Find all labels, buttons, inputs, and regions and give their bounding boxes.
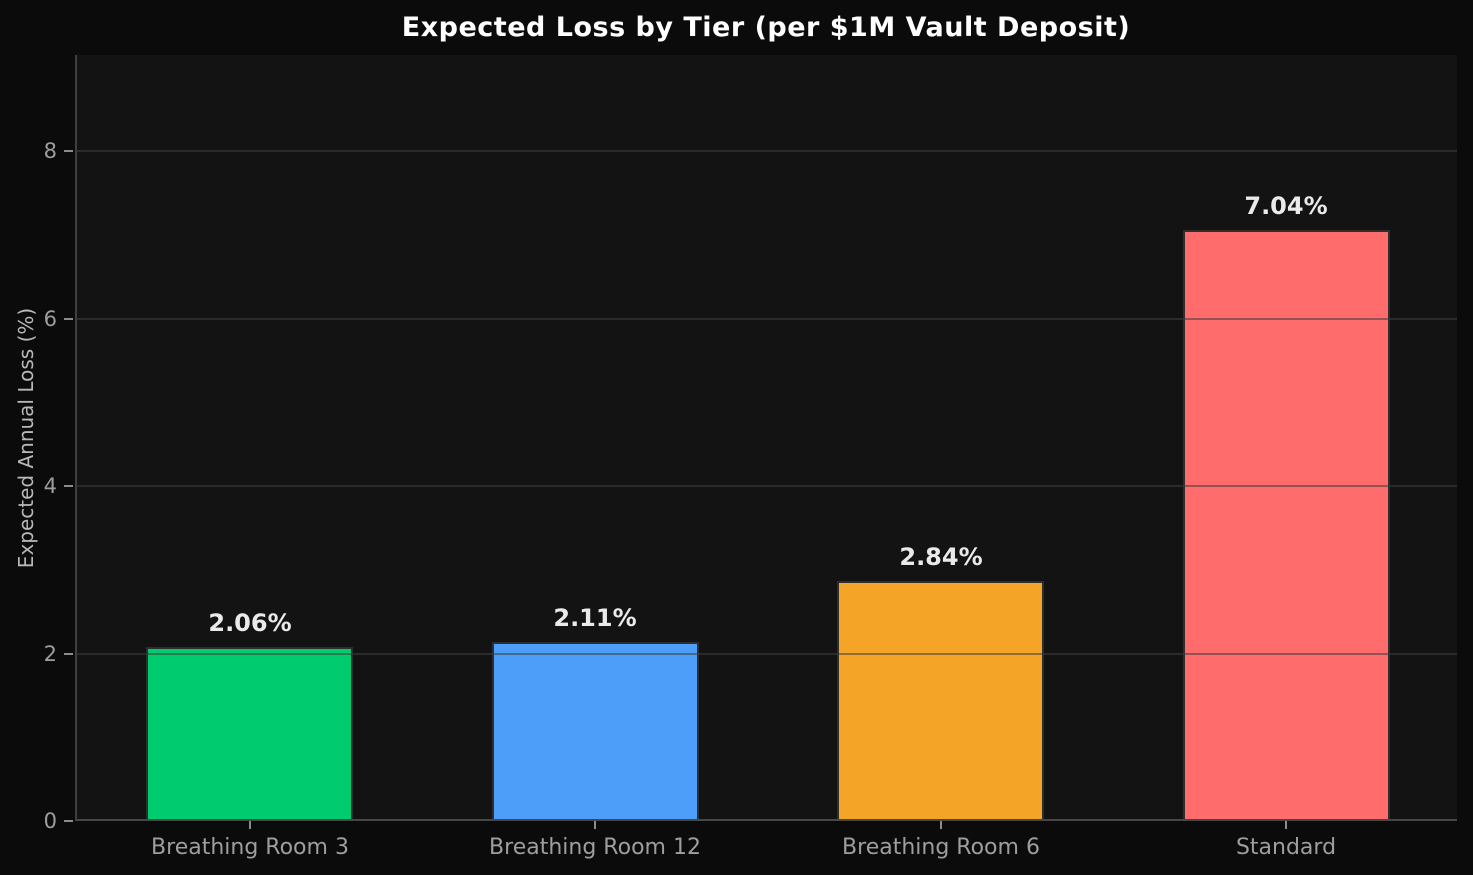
y-gridline (77, 485, 1457, 487)
x-tick-label: Breathing Room 3 (151, 835, 349, 860)
x-tick-label: Standard (1235, 835, 1337, 860)
x-tick-mark (594, 821, 596, 829)
x-tick-mark (1285, 821, 1287, 829)
plot-area: 2.06% Breathing Room 3 2.11% Breathing Room… (44, 55, 1457, 860)
y-tick-mark (64, 485, 73, 487)
bar-value-label: 2.11% (553, 604, 637, 632)
y-tick-label: 8 (43, 139, 57, 163)
y-tick-label: 4 (43, 474, 57, 498)
bar-value-label: 7.04% (1244, 192, 1328, 220)
y-gridline (77, 150, 1457, 152)
y-tick-label: 0 (43, 809, 57, 833)
bar-breathing-room-3 (146, 647, 353, 819)
y-tick-label: 6 (43, 307, 57, 331)
y-tick-mark (64, 150, 73, 152)
x-tick-mark (940, 821, 942, 829)
y-gridline (77, 318, 1457, 320)
x-tick-label: Breathing Room 6 (842, 835, 1040, 860)
x-tick-label: Breathing Room 12 (489, 835, 701, 860)
bar-standard (1183, 230, 1390, 819)
y-tick-label: 2 (43, 642, 57, 666)
y-gridline (77, 653, 1457, 655)
bar-value-label: 2.84% (899, 543, 983, 571)
bar-breathing-room-6 (837, 581, 1044, 819)
x-tick-mark (249, 821, 251, 829)
y-tick-mark (64, 653, 73, 655)
bar-breathing-room-12 (492, 642, 699, 819)
bar-value-label: 2.06% (208, 609, 292, 637)
y-tick-mark (64, 820, 73, 822)
y-tick-mark (64, 318, 73, 320)
chart-title: Expected Loss by Tier (per $1M Vault Dep… (401, 12, 1131, 43)
y-axis-label: Expected Annual Loss (%) (14, 307, 38, 569)
